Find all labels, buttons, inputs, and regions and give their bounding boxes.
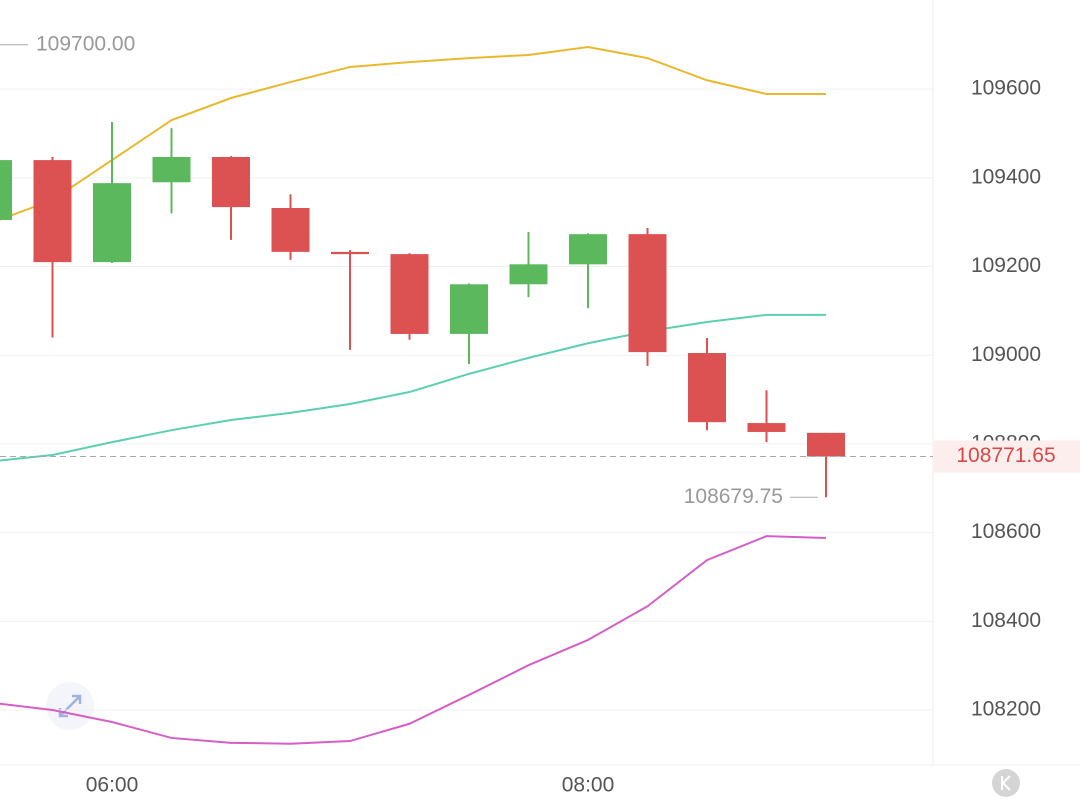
candle-body	[212, 156, 250, 208]
y-tick-label: 109200	[971, 254, 1041, 277]
candle-body	[331, 251, 369, 255]
candle-body	[0, 160, 12, 220]
last-price-label: 108771.65	[956, 444, 1055, 467]
low-marker-label: 108679.75	[684, 485, 783, 508]
band-line	[0, 313, 826, 462]
candle-body	[509, 264, 548, 285]
expand-icon[interactable]	[46, 682, 94, 730]
band-line	[0, 45, 826, 221]
y-tick-label: 108600	[971, 520, 1041, 543]
x-tick-label: 08:00	[562, 774, 615, 797]
x-tick-label: 06:00	[86, 774, 139, 797]
candle-body	[747, 423, 786, 432]
k-icon-bg[interactable]	[992, 769, 1020, 797]
high-marker-label: 109700.00	[36, 32, 135, 55]
candle-body	[688, 353, 726, 423]
candle-body	[271, 207, 310, 252]
y-tick-label: 109000	[971, 343, 1041, 366]
k-icon[interactable]	[992, 769, 1020, 797]
candle-body	[93, 183, 131, 263]
k-icon-glyph[interactable]	[1001, 775, 1011, 791]
candle-body	[569, 234, 607, 265]
candle-body	[807, 432, 845, 457]
y-tick-label: 108400	[971, 609, 1041, 632]
candle-body	[152, 156, 191, 183]
y-tick-label: 109400	[971, 165, 1041, 188]
y-tick-label: 109600	[971, 77, 1041, 100]
candle-body	[390, 254, 429, 334]
band-line	[0, 535, 827, 745]
candle-body	[450, 284, 488, 334]
last-price-box	[934, 440, 1080, 473]
candle-body	[33, 160, 72, 263]
y-tick-label: 108200	[971, 698, 1041, 721]
candle-body	[628, 234, 667, 353]
